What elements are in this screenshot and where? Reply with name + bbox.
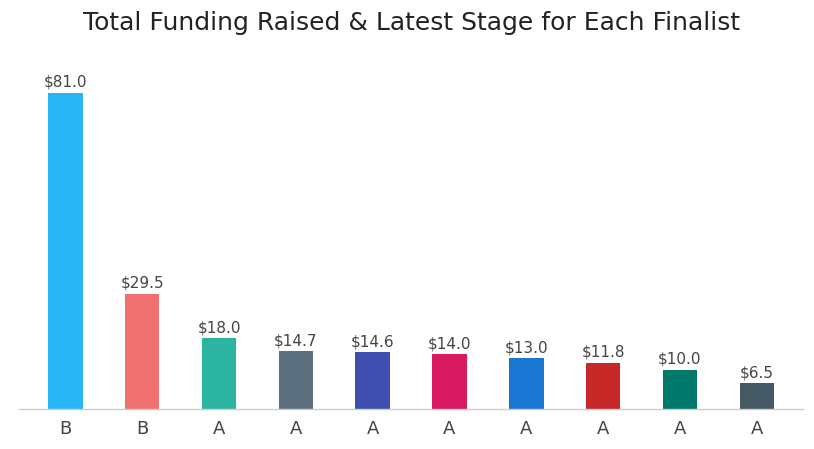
Text: $29.5: $29.5	[120, 276, 164, 291]
Bar	[202, 339, 236, 409]
Bar	[278, 352, 313, 409]
Bar	[48, 92, 83, 409]
Text: $14.7: $14.7	[274, 334, 317, 348]
Text: $6.5: $6.5	[740, 365, 774, 381]
Bar	[125, 294, 160, 409]
Bar	[432, 354, 466, 409]
Bar	[509, 358, 544, 409]
Bar	[739, 383, 774, 409]
Text: $11.8: $11.8	[581, 345, 625, 360]
Bar	[586, 363, 620, 409]
Bar	[356, 352, 390, 409]
Text: $10.0: $10.0	[659, 352, 702, 367]
Text: $81.0: $81.0	[44, 75, 87, 90]
Text: $14.6: $14.6	[351, 334, 395, 349]
Text: $14.0: $14.0	[427, 336, 471, 352]
Text: $18.0: $18.0	[197, 321, 241, 336]
Text: $13.0: $13.0	[505, 340, 548, 355]
Bar	[663, 370, 698, 409]
Title: Total Funding Raised & Latest Stage for Each Finalist: Total Funding Raised & Latest Stage for …	[82, 11, 740, 35]
